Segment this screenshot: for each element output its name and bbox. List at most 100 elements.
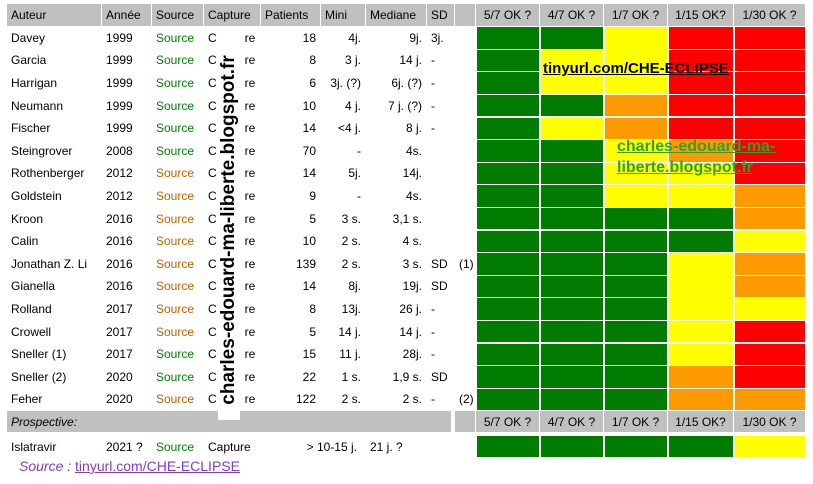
column-header: Mini bbox=[321, 4, 365, 26]
rating-cell bbox=[476, 49, 539, 72]
mediane-cell: 6j. (?) bbox=[391, 76, 422, 91]
source-cell[interactable]: Source bbox=[156, 189, 195, 204]
footer-source-link[interactable]: tinyurl.com/CHE-ECLIPSE bbox=[75, 458, 240, 474]
source-cell[interactable]: Source bbox=[156, 324, 195, 339]
rating-cell bbox=[668, 207, 733, 230]
column-header: Source bbox=[152, 4, 203, 26]
mini-cell: 4j. bbox=[348, 30, 361, 45]
mediane-cell: 14j. bbox=[402, 166, 422, 181]
source-cell[interactable]: Source bbox=[156, 369, 195, 384]
source-cell[interactable]: Source bbox=[156, 279, 195, 294]
capture-letter: C bbox=[208, 256, 217, 271]
final-capture-cell: Capture bbox=[208, 439, 251, 454]
final-source-cell[interactable]: Source bbox=[156, 439, 195, 454]
rating-cell bbox=[734, 27, 805, 49]
rating-cell bbox=[604, 207, 667, 230]
rating-cell bbox=[668, 185, 733, 207]
capture-suffix: re bbox=[244, 279, 256, 294]
note-cell bbox=[455, 72, 475, 95]
source-cell[interactable]: Source bbox=[156, 121, 195, 136]
rating-cell bbox=[604, 140, 667, 162]
capture-suffix: re bbox=[244, 121, 256, 136]
author-cell: Fischer bbox=[11, 121, 51, 136]
capture-suffix: re bbox=[244, 53, 256, 68]
final-rating-cell bbox=[604, 435, 667, 458]
source-cell[interactable]: Source bbox=[156, 98, 195, 113]
sd-cell: - bbox=[431, 76, 435, 91]
mediane-cell: 4s. bbox=[405, 189, 422, 204]
mini-cell: - bbox=[357, 189, 361, 204]
source-cell[interactable]: Source bbox=[156, 76, 195, 91]
column-header: Patients bbox=[261, 4, 320, 26]
column-header: Auteur bbox=[7, 4, 101, 26]
rating-cell bbox=[476, 343, 539, 366]
source-cell[interactable]: Source bbox=[156, 392, 195, 407]
rating-cell bbox=[734, 162, 805, 185]
rating-cell bbox=[604, 230, 667, 253]
note-cell bbox=[455, 343, 475, 366]
year-cell: 2016 bbox=[106, 256, 133, 271]
rating-cell bbox=[476, 117, 539, 140]
mini-cell: 11 j. bbox=[339, 347, 361, 362]
source-cell[interactable]: Source bbox=[156, 53, 195, 68]
rating-cell bbox=[476, 162, 539, 185]
prospective-filler bbox=[455, 410, 475, 433]
source-cell[interactable]: Source bbox=[156, 30, 195, 45]
mediane-cell: 19j. bbox=[402, 279, 422, 294]
note-cell bbox=[455, 185, 475, 208]
sd-cell: - bbox=[431, 302, 435, 317]
note-cell: (1) bbox=[459, 256, 474, 271]
sd-cell: - bbox=[431, 53, 435, 68]
author-cell: Rothenberger bbox=[11, 166, 85, 181]
sd-cell: - bbox=[431, 324, 435, 339]
rating-cell bbox=[734, 230, 805, 253]
author-cell: Kroon bbox=[11, 211, 44, 226]
mediane-cell: 4 s. bbox=[402, 234, 422, 249]
source-cell[interactable]: Source bbox=[156, 347, 195, 362]
capture-letter: C bbox=[208, 279, 217, 294]
capture-letter: C bbox=[208, 369, 217, 384]
note-cell bbox=[455, 320, 475, 343]
note-cell bbox=[455, 27, 475, 50]
author-cell: Rolland bbox=[11, 302, 52, 317]
patients-cell: 14 bbox=[302, 279, 316, 294]
source-cell[interactable]: Source bbox=[156, 211, 195, 226]
year-cell: 2008 bbox=[106, 143, 133, 158]
note-cell: (2) bbox=[459, 392, 474, 407]
author-cell: Neumann bbox=[11, 98, 64, 113]
source-cell[interactable]: Source bbox=[156, 166, 195, 181]
rating-cell bbox=[734, 185, 805, 207]
rating-cell bbox=[668, 117, 733, 140]
mediane-cell: 28j. bbox=[402, 347, 422, 362]
rating-cell bbox=[476, 298, 539, 320]
rating-cell bbox=[604, 94, 667, 117]
sd-cell: 3j. bbox=[431, 30, 444, 45]
column-header: 4/7 OK ? bbox=[540, 4, 603, 26]
capture-letter: C bbox=[208, 53, 217, 68]
final-rating-cell bbox=[734, 435, 805, 458]
rating-cell bbox=[540, 320, 603, 343]
source-cell[interactable]: Source bbox=[156, 256, 195, 271]
source-cell[interactable]: Source bbox=[156, 302, 195, 317]
year-cell: 2016 bbox=[106, 279, 133, 294]
patients-cell: 9 bbox=[309, 189, 316, 204]
rating-cell bbox=[540, 162, 603, 185]
source-cell[interactable]: Source bbox=[156, 143, 195, 158]
rating-cell bbox=[540, 185, 603, 207]
patients-cell: 18 bbox=[302, 30, 316, 45]
mediane-cell: 2 s. bbox=[402, 392, 422, 407]
note-cell bbox=[455, 207, 475, 230]
column-header: Année bbox=[102, 4, 151, 26]
year-cell: 2012 bbox=[106, 166, 133, 181]
rating-cell bbox=[540, 49, 603, 72]
year-cell: 2016 bbox=[106, 234, 133, 249]
note-cell bbox=[455, 49, 475, 72]
source-cell[interactable]: Source bbox=[156, 234, 195, 249]
